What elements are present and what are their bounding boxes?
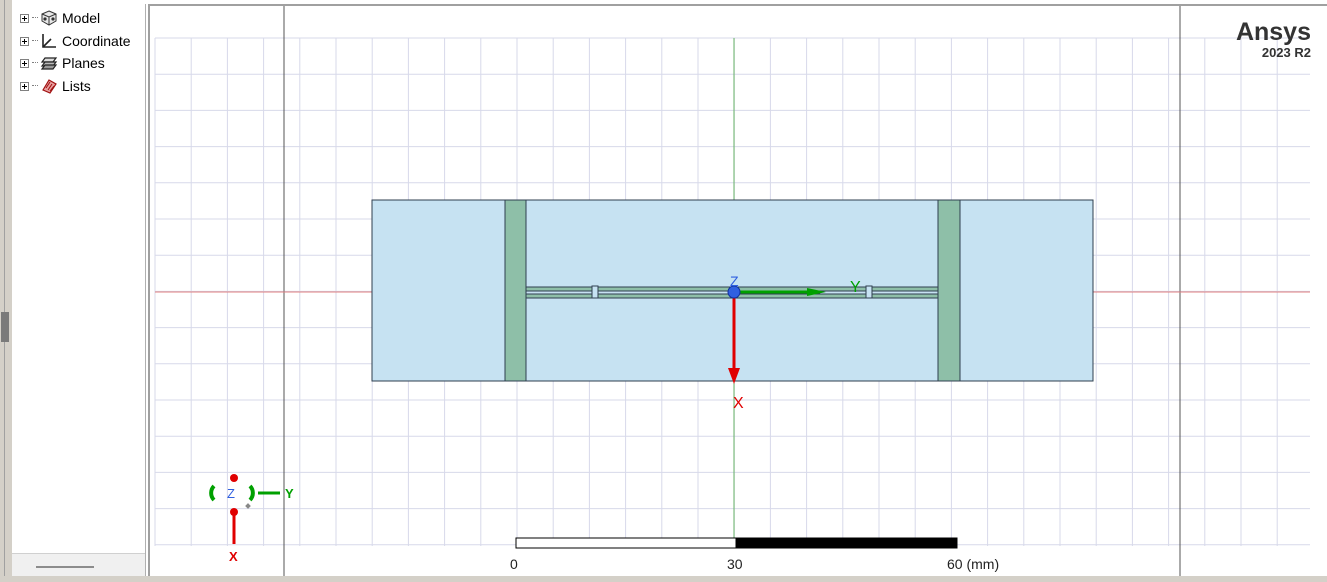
tree-item-label: Coordinate [62, 33, 131, 49]
tree-panel-footer [12, 553, 145, 578]
x-axis-label: X [733, 395, 744, 412]
edge-separator [4, 0, 5, 582]
origin-z-label: Z [730, 273, 739, 289]
ansys-logo: Ansys 2023 R2 [1235, 18, 1311, 60]
scale-bar-white [515, 537, 737, 549]
expand-icon[interactable] [20, 58, 29, 68]
scale-bar-black [735, 537, 958, 549]
right-conductor-strip [937, 199, 961, 382]
resize-grip[interactable] [36, 566, 94, 568]
tree-item-label: Planes [62, 55, 105, 71]
triad-origin-marker [245, 503, 251, 509]
model-icon [40, 10, 58, 26]
brand-version: 2023 R2 [1261, 45, 1311, 60]
triad-y-cap-right [248, 484, 255, 502]
orientation-triad[interactable]: Z Y X [209, 474, 294, 564]
panel-splitter-handle[interactable] [1, 312, 9, 342]
port-left [591, 285, 599, 299]
tree-item-planes[interactable]: Planes [20, 53, 105, 73]
coordinate-icon [40, 33, 58, 49]
tree-item-label: Lists [62, 78, 91, 94]
expand-icon[interactable] [20, 13, 29, 23]
x-axis-arrowhead [728, 368, 740, 384]
lists-icon [40, 78, 58, 94]
expand-icon[interactable] [20, 81, 29, 91]
tree-connector [32, 40, 38, 42]
origin-point [727, 285, 741, 299]
port-right [865, 285, 873, 299]
project-tree-panel: Model Coordinate Planes [12, 4, 146, 578]
left-edge-strip [0, 0, 12, 582]
triad-z-label: Z [227, 486, 235, 501]
brand-name: Ansys [1235, 18, 1311, 46]
modeler-3d-viewport[interactable]: Z Y X Z Y X 0 30 60 (mm) Ansys 2023 R2 [148, 4, 1327, 576]
planes-icon [40, 55, 58, 71]
y-axis-arrowhead [807, 288, 826, 296]
tree-connector [32, 62, 38, 64]
tree-item-coordinate[interactable]: Coordinate [20, 31, 131, 51]
bottom-status-strip [0, 576, 1327, 582]
y-axis-label: Y [850, 279, 861, 296]
triad-x-label: X [229, 549, 238, 564]
viewport-canvas[interactable]: Z Y X Z Y X 0 30 60 (mm) [150, 6, 1327, 576]
scale-label-30: 30 [727, 556, 743, 572]
scale-label-0: 0 [510, 556, 518, 572]
tree-item-model[interactable]: Model [20, 8, 100, 28]
tree-item-lists[interactable]: Lists [20, 76, 91, 96]
tree-connector [32, 85, 38, 87]
triad-y-cap-left [209, 484, 216, 502]
triad-y-label: Y [285, 486, 294, 501]
tree-item-label: Model [62, 10, 101, 26]
left-conductor-strip [504, 199, 527, 382]
tree-connector [32, 17, 38, 19]
scale-label-60: 60 (mm) [947, 556, 999, 572]
triad-x-cap-top [230, 474, 238, 482]
expand-icon[interactable] [20, 36, 29, 46]
